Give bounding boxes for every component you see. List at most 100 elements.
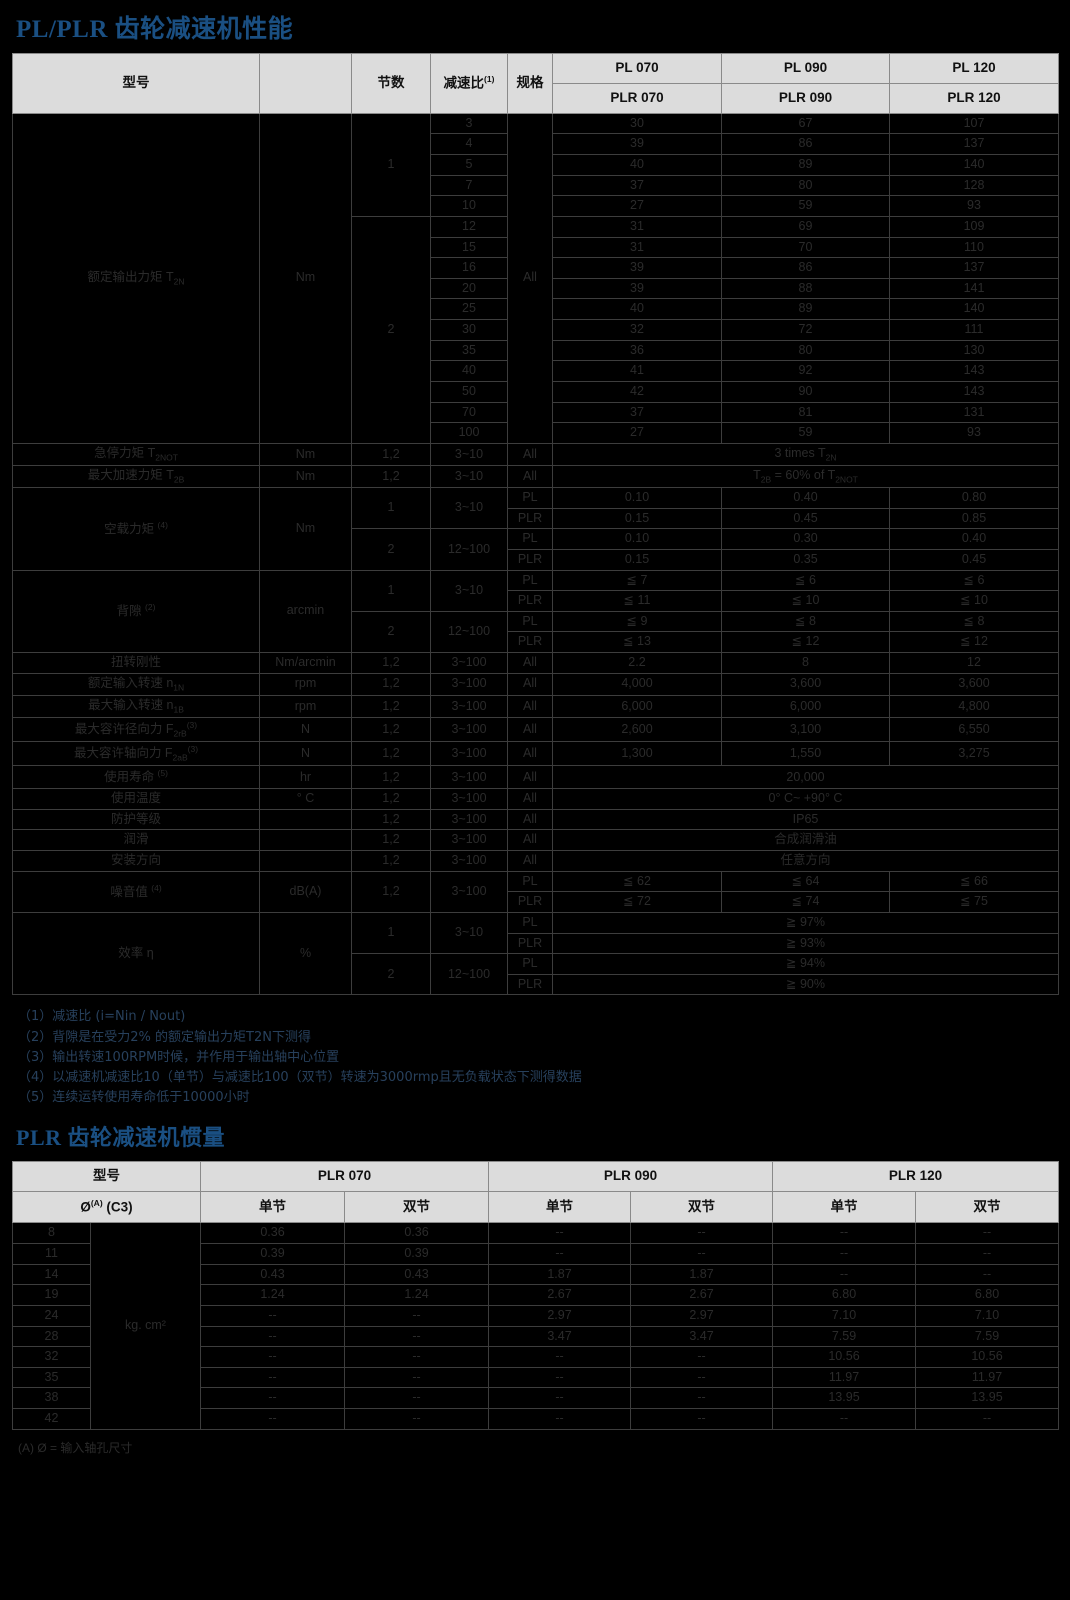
row-label-simple-2: 最大输入转速 n1B — [12, 694, 260, 718]
ratio-cell: 30 — [430, 319, 508, 341]
row-unit: Nm — [259, 464, 352, 489]
value-cell: 0.36 — [200, 1222, 345, 1245]
note-4: （4）以减速机减速比10（单节）与减速比100（双节）转速为3000rmp且无负… — [18, 1069, 582, 1085]
stages-cell: 1,2 — [351, 716, 431, 743]
ratio-cell: 35 — [430, 339, 508, 362]
value-cell: 88 — [721, 277, 890, 300]
value-cell: 27 — [552, 195, 722, 217]
value-cell: -- — [344, 1387, 489, 1410]
value-cell: -- — [488, 1387, 631, 1410]
value-span-cell: 任意方向 — [552, 850, 1059, 872]
ratio-cell: 3~100 — [430, 788, 508, 810]
value-span-cell: ≧ 90% — [552, 973, 1059, 996]
row-label-backlash: 背隙 (2) — [12, 569, 260, 653]
header-inertia-group-2: PLR 120 — [772, 1161, 1059, 1193]
value-cell: 2,600 — [552, 716, 722, 743]
value-cell: 39 — [552, 133, 722, 155]
note-3: （3）输出转速100RPM时候，并作用于输出轴中心位置 — [18, 1049, 340, 1065]
spec-cell: PLR — [507, 891, 553, 913]
table-row: 安装方向 1,2 3~100 All 任意方向 — [12, 850, 1059, 872]
value-cell: 0.10 — [552, 487, 722, 509]
header-sub-1-0: 单节 — [488, 1191, 631, 1224]
table-row: 42 -- -- -- -- -- -- — [12, 1408, 1059, 1430]
stage-cell: 2 — [351, 610, 431, 654]
stages-cell: 1,2 — [351, 788, 431, 810]
table-row: 2 12 31 69 109 — [13, 215, 1059, 444]
diameter-cell: 11 — [12, 1243, 91, 1265]
row-unit: Nm — [259, 487, 352, 571]
header-model-plr-0: PLR 070 — [552, 82, 722, 114]
value-cell: ≦ 74 — [721, 891, 890, 913]
row-label-accel-torque: 最大加速力矩 T2B — [12, 464, 260, 489]
value-cell: ≦ 9 — [552, 610, 722, 633]
ratio-cell: 25 — [430, 298, 508, 320]
ratio-cell: 3~10 — [430, 569, 508, 612]
value-cell: -- — [772, 1408, 916, 1430]
stages-cell: 1,2 — [351, 808, 431, 831]
value-cell: ≦ 8 — [721, 610, 890, 633]
spec-cell: PLR — [507, 507, 553, 530]
row-unit: arcmin — [259, 569, 352, 653]
ratio-cell: 12~100 — [430, 610, 508, 654]
value-cell: 3,275 — [889, 741, 1059, 767]
value-cell: -- — [200, 1304, 345, 1327]
spec-cell: All — [507, 672, 553, 696]
header-diameter: Ø(A) (C3) — [12, 1191, 201, 1224]
spec-cell: All — [507, 829, 553, 852]
value-cell: 39 — [552, 257, 722, 279]
row-unit: N — [259, 741, 352, 767]
value-cell: ≦ 12 — [889, 631, 1059, 653]
diameter-cell: 35 — [12, 1366, 91, 1389]
value-cell: 42 — [552, 380, 722, 403]
row-label-simple-8: 润滑 — [12, 829, 260, 852]
spec-cell: All — [507, 788, 553, 810]
value-cell: -- — [630, 1387, 773, 1410]
stage-group-2: 2 — [351, 215, 431, 444]
note-2: （2）背隙是在受力2% 的额定输出力矩T2N下测得 — [18, 1029, 311, 1045]
value-cell: -- — [344, 1366, 489, 1389]
header-model: 型号 — [12, 53, 260, 114]
value-cell: 128 — [889, 174, 1059, 197]
value-cell: 3,100 — [721, 716, 890, 743]
value-cell: 36 — [552, 339, 722, 362]
value-cell: 86 — [721, 257, 890, 279]
value-cell: 110 — [889, 236, 1059, 259]
value-cell: 80 — [721, 174, 890, 197]
row-unit — [259, 829, 352, 852]
value-cell: 2.2 — [552, 652, 722, 674]
stages-cell: 1,2 — [351, 850, 431, 872]
row-label-rated-torque: 额定输出力矩 T2N — [12, 112, 260, 444]
value-cell: 67 — [721, 112, 890, 135]
ratio-cell: 20 — [430, 277, 508, 300]
stage-cell: 2 — [351, 953, 431, 996]
ratio-cell: 3 — [430, 112, 508, 135]
header-ratio: 减速比(1) — [430, 53, 508, 114]
value-span-cell: ≧ 97% — [552, 911, 1059, 934]
value-cell: -- — [344, 1325, 489, 1348]
table-row: 8 kg. cm² 0.36 0.36 -- -- -- -- — [12, 1222, 1059, 1430]
performance-notes: （1）减速比 (i=Nin / Nout) （2）背隙是在受力2% 的额定输出力矩… — [12, 995, 1058, 1108]
ratio-cell: 3~100 — [430, 694, 508, 718]
value-cell: -- — [772, 1263, 916, 1286]
header-model-plr-1: PLR 090 — [721, 82, 890, 114]
spec-cell: All — [507, 464, 553, 489]
diameter-cell: 28 — [12, 1325, 91, 1348]
table-row: 15 31 70 110 — [13, 236, 1059, 259]
spec-cell: All — [507, 808, 553, 831]
value-cell: ≦ 13 — [552, 631, 722, 653]
row-label-noise: 噪音值 (4) — [12, 870, 260, 913]
value-cell: ≦ 7 — [552, 569, 722, 592]
value-cell: 27 — [552, 422, 722, 444]
value-cell: 89 — [721, 154, 890, 176]
spec-cell: All — [507, 652, 553, 674]
row-unit: % — [259, 911, 352, 996]
table-row: 2 12~100 PL 0.10 0.30 0.40 — [13, 528, 1059, 571]
ratio-cell: 4 — [430, 133, 508, 155]
table-row: PLR ≧ 90% — [13, 973, 1059, 996]
value-cell: 39 — [552, 277, 722, 300]
table-row: 19 1.24 1.24 2.67 2.67 6.80 6.80 — [12, 1284, 1059, 1306]
value-cell: 137 — [889, 133, 1059, 155]
stages-cell: 1,2 — [351, 870, 431, 913]
header-sub-2-0: 单节 — [772, 1191, 916, 1224]
value-cell: 3,600 — [721, 672, 890, 696]
